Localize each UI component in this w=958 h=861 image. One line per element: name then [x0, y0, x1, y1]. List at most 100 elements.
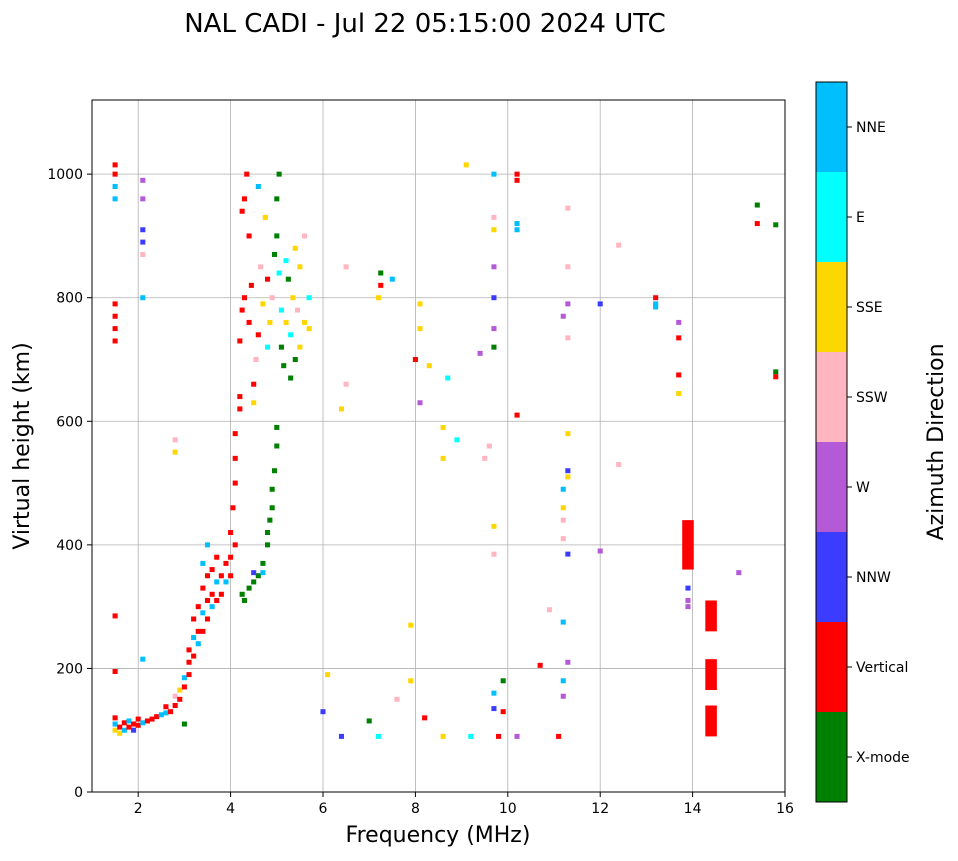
- data-point: [338, 733, 345, 739]
- data-point: [426, 363, 432, 369]
- data-point: [560, 536, 566, 542]
- data-point: [112, 313, 118, 319]
- data-point: [773, 222, 779, 228]
- grid-lines: [92, 100, 786, 793]
- data-point: [140, 196, 146, 202]
- colorbar-label-x-mode: X-mode: [856, 750, 910, 766]
- data-point: [417, 326, 423, 332]
- data-point: [269, 486, 275, 492]
- data-point: [246, 233, 252, 239]
- data-point: [412, 357, 418, 362]
- data-point: [565, 205, 571, 211]
- data-point: [149, 716, 155, 722]
- data-point: [773, 374, 779, 380]
- data-point: [290, 295, 296, 301]
- data-point: [232, 542, 238, 548]
- data-point: [560, 678, 566, 684]
- data-point: [343, 264, 349, 270]
- data-point: [251, 579, 257, 585]
- data-point: [232, 480, 238, 486]
- data-point: [514, 171, 520, 177]
- data-point: [140, 239, 146, 245]
- colorbar-label-ssw: SSW: [856, 390, 888, 406]
- data-point: [186, 672, 192, 678]
- data-point: [117, 724, 123, 730]
- data-point: [251, 381, 257, 387]
- data-point: [265, 530, 271, 535]
- y-tick-label: 600: [56, 414, 83, 430]
- data-point: [214, 597, 220, 603]
- data-point: [773, 369, 779, 375]
- data-segment: [705, 705, 717, 737]
- data-point: [274, 443, 280, 449]
- data-point: [244, 171, 250, 177]
- data-point: [463, 162, 469, 168]
- data-point: [246, 319, 252, 325]
- data-point: [269, 295, 275, 301]
- data-point: [514, 177, 520, 183]
- data-point: [230, 505, 236, 511]
- data-point: [195, 628, 201, 634]
- data-point: [223, 579, 229, 585]
- data-point: [276, 171, 282, 177]
- data-point: [241, 196, 248, 202]
- colorbar-label: Azimuth Direction: [924, 343, 949, 540]
- data-point: [262, 214, 268, 220]
- data-point: [267, 319, 273, 325]
- data-point: [265, 344, 271, 350]
- data-point: [754, 202, 760, 208]
- data-point: [616, 242, 622, 248]
- data-point: [565, 551, 571, 557]
- data-point: [223, 560, 229, 566]
- data-point: [126, 718, 132, 724]
- data-point: [292, 245, 298, 251]
- data-point: [560, 313, 566, 319]
- data-point: [154, 714, 160, 720]
- data-point: [214, 579, 220, 585]
- data-point: [274, 424, 280, 430]
- data-point: [167, 709, 174, 715]
- data-point: [200, 560, 206, 566]
- data-point: [306, 326, 312, 332]
- plot-frame: [91, 99, 786, 793]
- data-point: [204, 542, 211, 548]
- data-point: [500, 709, 506, 715]
- data-point: [172, 703, 178, 708]
- data-point: [565, 431, 571, 437]
- data-point: [537, 662, 543, 668]
- data-point: [276, 270, 282, 276]
- data-point: [112, 171, 118, 177]
- data-point: [491, 551, 497, 557]
- data-point: [267, 517, 273, 523]
- data-point: [514, 227, 520, 233]
- colorbar-swatch-e: [816, 172, 847, 262]
- y-tick-label: 1000: [47, 167, 83, 183]
- data-point: [228, 530, 234, 535]
- data-point: [486, 443, 492, 449]
- data-point: [195, 604, 201, 610]
- data-point: [514, 412, 520, 418]
- y-tick-label: 800: [56, 291, 83, 307]
- data-point: [685, 585, 691, 591]
- data-point: [676, 319, 682, 325]
- data-point: [565, 264, 571, 270]
- data-point: [237, 406, 243, 412]
- chart-title: NAL CADI - Jul 22 05:15:00 2024 UTC: [184, 9, 666, 39]
- data-point: [491, 344, 497, 350]
- colorbar-swatch-vertical: [816, 622, 847, 712]
- data-point: [144, 718, 150, 724]
- y-tick-label: 400: [56, 538, 83, 554]
- data-point: [265, 276, 271, 282]
- data-point: [565, 301, 571, 307]
- data-point: [239, 591, 245, 597]
- colorbar-label-nne: NNE: [856, 120, 886, 136]
- data-point: [181, 721, 187, 727]
- colorbar-swatch-ssw: [816, 352, 847, 442]
- data-point: [246, 585, 252, 591]
- data-point: [163, 704, 169, 710]
- x-tick-label: 2: [134, 801, 143, 817]
- x-tick-label: 4: [226, 801, 235, 817]
- colorbar-swatch-x-mode: [816, 712, 847, 802]
- data-point: [546, 607, 552, 613]
- data-point: [491, 264, 497, 270]
